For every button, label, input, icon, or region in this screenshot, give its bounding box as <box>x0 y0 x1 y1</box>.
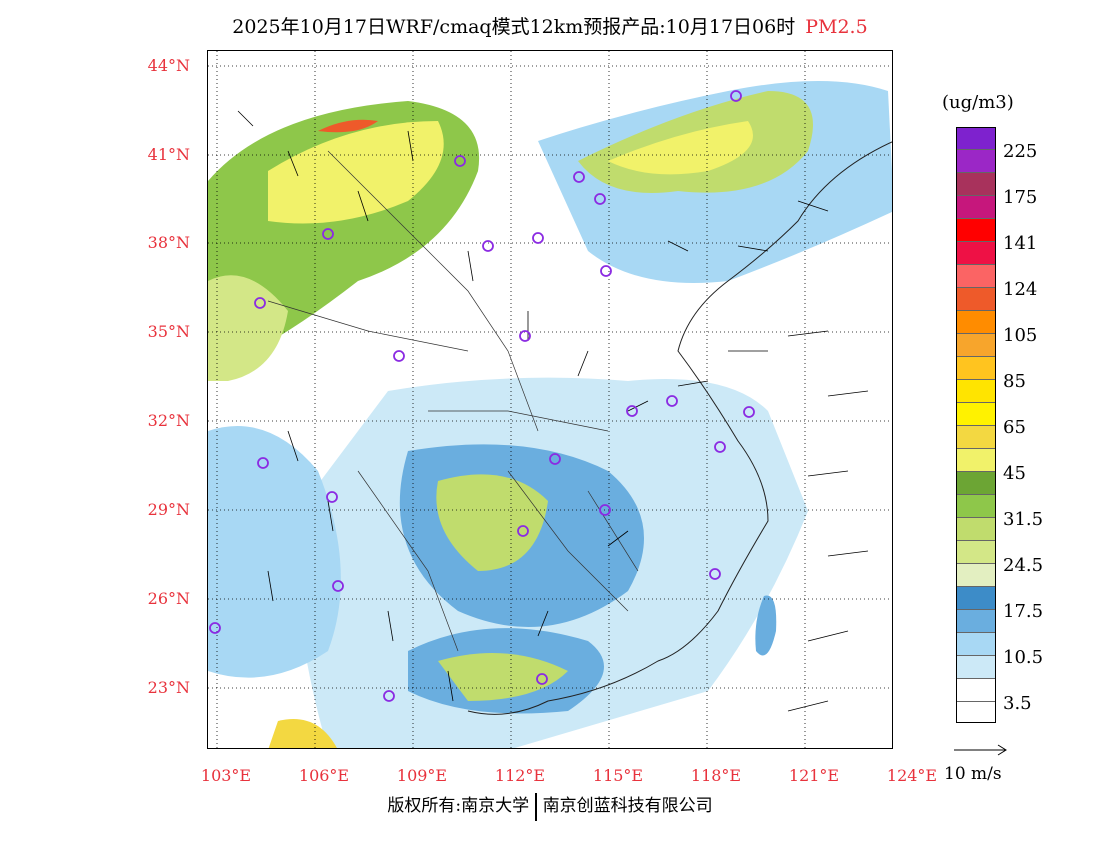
legend-label-24-5: 24.5 <box>1003 555 1044 576</box>
guangdong-core <box>438 653 568 701</box>
legend-swatch <box>956 150 996 173</box>
legend-swatch <box>956 633 996 656</box>
legend-swatch <box>956 564 996 587</box>
legend-label-225: 225 <box>1003 141 1038 162</box>
legend-swatch <box>956 518 996 541</box>
copyright-left: 版权所有:南京大学 <box>387 796 530 816</box>
lat-label-32: 32°N <box>147 411 190 430</box>
copyright: 版权所有:南京大学 南京创蓝科技有限公司 <box>0 791 1100 821</box>
copyright-right: 南京创蓝科技有限公司 <box>542 796 713 816</box>
legend-swatch <box>956 610 996 633</box>
legend-label-65: 65 <box>1003 417 1026 438</box>
map-title: 2025年10月17日WRF/cmaq模式12km预报产品:10月17日06时 P… <box>0 12 1100 39</box>
lat-label-38: 38°N <box>147 233 190 252</box>
lat-label-23: 23°N <box>147 678 190 697</box>
northwest-yellow-region <box>268 121 444 224</box>
lon-label-106: 106°E <box>298 766 350 785</box>
legend-swatch <box>956 656 996 679</box>
legend-color-bar <box>956 127 996 702</box>
legend-swatch <box>956 679 996 702</box>
legend-swatch <box>956 311 996 334</box>
pm25-forecast-map <box>207 50 893 749</box>
pollutant-label: PM2.5 <box>805 16 868 38</box>
lon-label-124: 124°E <box>886 766 938 785</box>
legend-label-124: 124 <box>1003 279 1038 300</box>
lon-label-121: 121°E <box>788 766 840 785</box>
legend-swatch <box>956 127 996 150</box>
hunan-band <box>436 474 548 571</box>
lat-label-41: 41°N <box>147 145 190 164</box>
legend-swatch <box>956 380 996 403</box>
legend-unit: (ug/m3) <box>942 92 1014 113</box>
legend-label-45: 45 <box>1003 463 1026 484</box>
legend-label-141: 141 <box>1003 233 1038 254</box>
legend-label-85: 85 <box>1003 371 1026 392</box>
northwest-hotspot <box>318 119 378 133</box>
legend-swatch <box>956 219 996 242</box>
lon-label-112: 112°E <box>494 766 546 785</box>
lon-label-109: 109°E <box>396 766 448 785</box>
legend-swatch <box>956 173 996 196</box>
title-main: 2025年10月17日WRF/cmaq模式12km预报产品:10月17日06时 <box>232 16 796 38</box>
legend-label-17-5: 17.5 <box>1003 601 1044 622</box>
lat-label-44: 44°N <box>147 56 190 75</box>
legend-swatch <box>956 541 996 564</box>
map-canvas <box>208 51 892 748</box>
lon-label-103: 103°E <box>200 766 252 785</box>
wind-vectors <box>237 110 869 712</box>
wind-reference-label: 10 m/s <box>944 764 1002 784</box>
northeast-yellow-core <box>608 121 753 175</box>
legend-label-105: 105 <box>1003 325 1038 346</box>
lon-label-115: 115°E <box>592 766 644 785</box>
province-boundaries <box>267 150 639 652</box>
legend-swatch <box>956 265 996 288</box>
legend-swatch <box>956 426 996 449</box>
wind-reference: 10 m/s <box>944 742 1024 784</box>
legend-swatch <box>956 288 996 311</box>
west-green-strip <box>208 275 288 381</box>
lat-label-35: 35°N <box>147 322 190 341</box>
legend-swatch <box>956 403 996 426</box>
monitoring-stations <box>209 90 755 702</box>
legend-swatch <box>956 472 996 495</box>
legend-swatch <box>956 449 996 472</box>
lon-label-118: 118°E <box>690 766 742 785</box>
taiwan-island <box>755 595 777 656</box>
lat-label-26: 26°N <box>147 589 190 608</box>
legend-swatch <box>956 495 996 518</box>
wind-reference-arrow-icon <box>954 744 1007 756</box>
graticule <box>208 51 892 748</box>
legend-swatch <box>956 357 996 380</box>
legend-label-31-5: 31.5 <box>1003 509 1044 530</box>
south-yellow-patch <box>268 718 337 748</box>
copyright-separator <box>535 792 537 821</box>
west-blue-region <box>208 426 341 678</box>
legend-swatch <box>956 587 996 610</box>
legend-label-3-5: 3.5 <box>1003 693 1032 714</box>
legend-swatch <box>956 334 996 357</box>
legend-swatch <box>956 196 996 219</box>
legend-label-175: 175 <box>1003 187 1038 208</box>
lat-label-29: 29°N <box>147 500 190 519</box>
coastline <box>467 141 892 715</box>
legend-frame <box>956 127 996 723</box>
legend-swatch <box>956 242 996 265</box>
legend-label-10-5: 10.5 <box>1003 647 1044 668</box>
